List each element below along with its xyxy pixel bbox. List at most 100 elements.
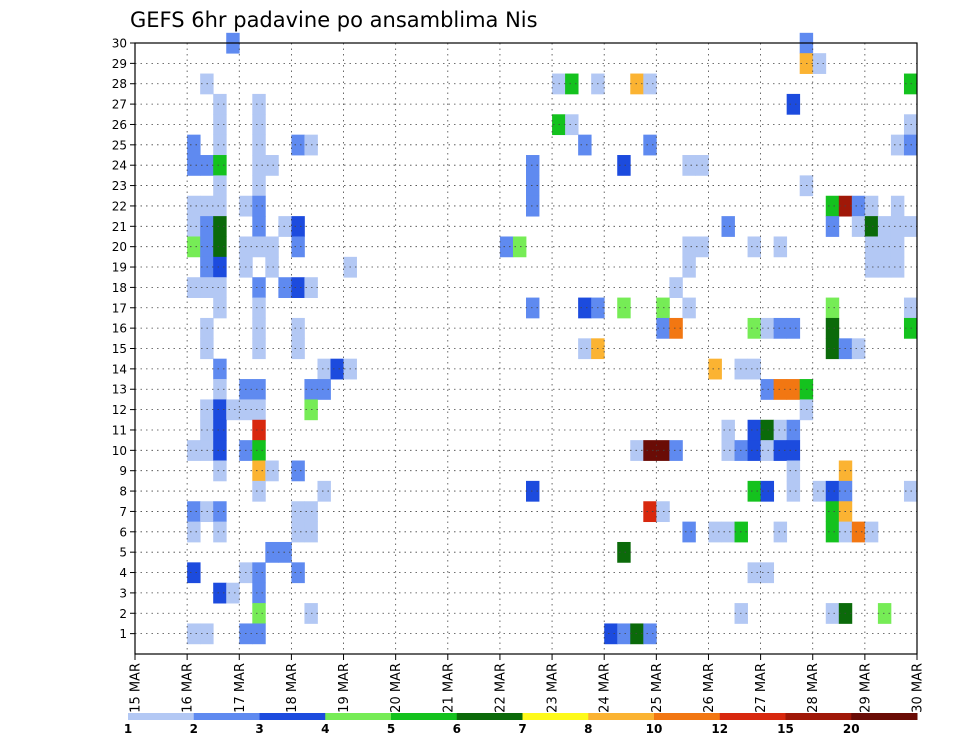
- heatmap-cell: [825, 521, 840, 543]
- heatmap-cell: [851, 216, 866, 237]
- heatmap-cell: [760, 379, 775, 400]
- y-tick-label: 9: [119, 464, 127, 478]
- heatmap-cell: [265, 155, 279, 176]
- heatmap-cell: [213, 297, 227, 319]
- heatmap-cell: [760, 440, 775, 461]
- heatmap-cell: [252, 134, 266, 156]
- legend-swatch: [851, 713, 918, 720]
- heatmap-cell: [278, 277, 292, 298]
- y-axis-ticks: 1234567891011121314151617181920212223242…: [112, 37, 135, 641]
- y-tick-label: 11: [112, 423, 127, 437]
- heatmap-cell: [825, 297, 840, 319]
- heatmap-cell: [252, 155, 266, 176]
- y-tick-label: 14: [112, 362, 127, 376]
- y-tick-label: 10: [112, 444, 127, 458]
- heatmap-cell: [330, 358, 344, 380]
- y-tick-label: 27: [112, 98, 127, 112]
- heatmap-cell: [747, 562, 761, 584]
- heatmap-cell: [682, 297, 696, 319]
- heatmap-cell: [851, 338, 866, 360]
- heatmap-cell: [669, 317, 683, 339]
- heatmap-cell: [187, 236, 201, 258]
- heatmap-cell: [786, 93, 801, 115]
- heatmap-cell: [747, 236, 761, 258]
- x-tick-label: 24 MAR: [598, 663, 613, 713]
- heatmap-cell: [213, 419, 227, 441]
- y-tick-label: 28: [112, 77, 127, 91]
- heatmap-cell: [682, 155, 696, 176]
- legend-swatch: [325, 713, 392, 720]
- heatmap-cell: [213, 582, 227, 604]
- heatmap-cell: [890, 236, 905, 258]
- heatmap-cell: [825, 338, 840, 360]
- heatmap-cell: [643, 134, 657, 156]
- heatmap-cell: [786, 317, 801, 339]
- x-axis-ticks: 15 MAR 16 MAR 17 MAR 18 MAR 19 MAR 20 MAR 21 M…: [129, 654, 926, 713]
- y-tick-label: 13: [112, 383, 127, 397]
- heatmap-cell: [578, 297, 592, 319]
- heatmap-cell: [617, 155, 631, 176]
- x-tick-label: 18 MAR: [285, 663, 300, 713]
- heatmap-cell: [708, 358, 722, 380]
- y-tick-label: 8: [119, 485, 127, 499]
- y-tick-label: 24: [112, 159, 127, 173]
- x-tick-label: 17 MAR: [233, 663, 248, 713]
- heatmap-cell: [213, 195, 227, 217]
- heatmap-cell: [213, 175, 227, 197]
- heatmap-cell: [252, 582, 266, 604]
- heatmap-cell: [213, 256, 227, 278]
- heatmap-cell: [252, 603, 266, 624]
- heatmap-cell: [825, 603, 840, 624]
- heatmap-cell: [565, 73, 579, 95]
- legend-swatch: [522, 713, 589, 720]
- heatmap-cell: [825, 216, 840, 237]
- heatmap-cell: [617, 623, 631, 645]
- heatmap-cell: [526, 155, 540, 176]
- heatmap-cell: [213, 501, 227, 523]
- heatmap-cell: [252, 317, 266, 339]
- legend-swatch: [785, 713, 852, 720]
- y-tick-label: 29: [112, 57, 127, 71]
- heatmap-cell: [786, 460, 801, 482]
- legend-swatch: [719, 713, 786, 720]
- heatmap-cell: [252, 460, 266, 482]
- heatmap-cell: [526, 175, 540, 197]
- y-tick-label: 16: [112, 322, 127, 336]
- legend-swatch: [654, 713, 721, 720]
- y-tick-label: 23: [112, 179, 127, 193]
- heatmap-cell: [213, 93, 227, 115]
- heatmap-cell: [721, 440, 735, 461]
- legend-swatch: [391, 713, 458, 720]
- y-tick-label: 26: [112, 118, 127, 132]
- heatmap-cell: [499, 236, 514, 258]
- legend-swatch: [588, 713, 655, 720]
- legend-label: 1: [124, 722, 132, 736]
- heatmap-cell: [291, 216, 305, 237]
- y-tick-label: 4: [119, 566, 127, 580]
- y-tick-label: 7: [119, 505, 127, 519]
- x-tick-label: 30 MAR: [911, 663, 926, 713]
- x-tick-label: 26 MAR: [702, 663, 717, 713]
- heatmap-cell: [213, 134, 227, 156]
- y-tick-label: 6: [119, 525, 127, 539]
- heatmap-cell: [682, 236, 696, 258]
- heatmap-cell: [760, 317, 775, 339]
- heatmap-cell: [864, 236, 879, 258]
- heatmap-cell: [669, 277, 683, 298]
- chart-title: GEFS 6hr padavine po ansamblima Nis: [130, 8, 538, 32]
- heatmap-cell: [526, 297, 540, 319]
- heatmap-cell: [578, 134, 592, 156]
- legend-label: 3: [255, 722, 263, 736]
- color-legend: 1 2 3 4 5 6 7 8 10 12 15 20: [124, 713, 918, 736]
- heatmap-cell: [643, 623, 657, 645]
- heatmap-cell: [317, 358, 331, 380]
- y-tick-label: 20: [112, 240, 127, 254]
- heatmap-cell: [760, 480, 775, 502]
- heatmap-cell: [747, 358, 761, 380]
- heatmap-cell: [226, 582, 240, 604]
- legend-label: 20: [843, 722, 860, 736]
- heatmap-cell: [864, 216, 879, 237]
- y-tick-label: 30: [112, 37, 127, 51]
- heatmap-cell: [252, 440, 266, 461]
- heatmap-cell: [291, 521, 305, 543]
